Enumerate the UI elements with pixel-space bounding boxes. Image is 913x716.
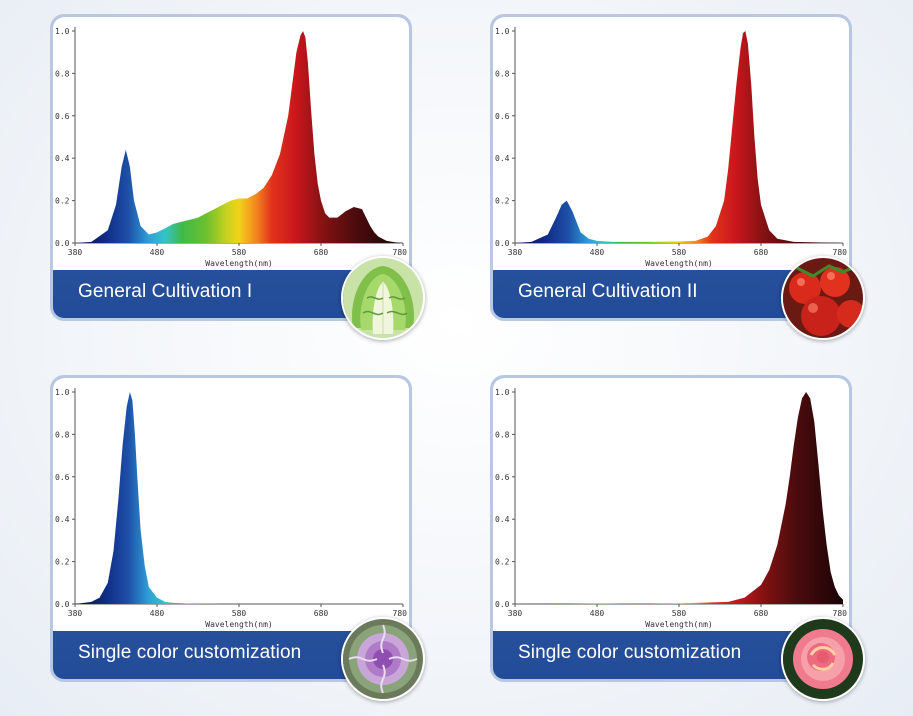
ornamental-kale-icon	[341, 617, 425, 701]
spectrum-area	[515, 392, 843, 604]
y-tick-label: 0.4	[55, 515, 70, 524]
rose-icon	[781, 617, 865, 701]
card-label-2: General Cultivation II	[518, 281, 698, 302]
x-tick-label: 480	[150, 248, 165, 257]
y-tick-label: 0.6	[495, 473, 510, 482]
y-tick-label: 0.8	[495, 69, 510, 78]
x-tick-label: 380	[68, 248, 83, 257]
x-axis-label: Wavelength(nm)	[645, 259, 712, 268]
y-tick-label: 0.2	[495, 197, 510, 206]
spectrum-chart-1: 0.0 0.2 0.4 0.6 0.8 1.0 380 480 580 680 780 Wavelen…	[53, 17, 409, 270]
spectrum-chart-4: 0.0 0.2 0.4 0.6 0.8 1.0 380 480 580 680 780 Wavelen…	[493, 378, 849, 631]
y-tick-label: 0.0	[55, 600, 70, 609]
x-tick-label: 480	[590, 609, 605, 618]
spectrum-card-single-color-blue: 0.0 0.2 0.4 0.6 0.8 1.0 380 480 580 680 780 Wavelen…	[50, 375, 425, 701]
card-label-1: General Cultivation I	[78, 281, 253, 302]
x-tick-label: 480	[150, 609, 165, 618]
spectrum-card-general-cultivation-2: 0.0 0.2 0.4 0.6 0.8 1.0 380 480 580 680 780 Wavelen…	[490, 14, 865, 340]
y-tick-label: 0.0	[495, 239, 510, 248]
y-tick-label: 0.8	[495, 430, 510, 439]
y-tick-label: 0.4	[495, 154, 510, 163]
y-tick-label: 0.0	[55, 239, 70, 248]
x-tick-label: 780	[833, 609, 848, 618]
x-tick-label: 680	[754, 248, 769, 257]
x-tick-label: 680	[314, 248, 329, 257]
x-tick-label: 680	[754, 609, 769, 618]
card-label-4: Single color customization	[518, 642, 742, 663]
x-tick-label: 580	[672, 609, 687, 618]
y-tick-label: 1.0	[495, 388, 510, 397]
x-axis-label: Wavelength(nm)	[205, 259, 272, 268]
x-tick-label: 380	[508, 609, 523, 618]
x-tick-label: 580	[672, 248, 687, 257]
spectrum-area	[75, 31, 403, 243]
tomato-icon	[781, 256, 865, 340]
y-tick-label: 0.6	[55, 473, 70, 482]
card-label-3: Single color customization	[78, 642, 302, 663]
spectrum-area	[75, 392, 403, 604]
x-tick-label: 580	[232, 609, 247, 618]
y-tick-label: 0.0	[495, 600, 510, 609]
x-tick-label: 580	[232, 248, 247, 257]
y-tick-label: 0.2	[55, 558, 70, 567]
spectrum-chart-2: 0.0 0.2 0.4 0.6 0.8 1.0 380 480 580 680 780 Wavelen…	[493, 17, 849, 270]
x-tick-label: 780	[833, 248, 848, 257]
y-tick-label: 1.0	[55, 388, 70, 397]
spectrum-area	[515, 31, 843, 243]
y-tick-label: 0.6	[495, 112, 510, 121]
y-tick-label: 0.2	[55, 197, 70, 206]
x-tick-label: 380	[508, 248, 523, 257]
x-axis-label: Wavelength(nm)	[645, 620, 712, 629]
y-tick-label: 0.4	[55, 154, 70, 163]
x-tick-label: 780	[393, 248, 408, 257]
y-tick-label: 0.2	[495, 558, 510, 567]
x-tick-label: 780	[393, 609, 408, 618]
x-axis-label: Wavelength(nm)	[205, 620, 272, 629]
spectrum-card-single-color-red: 0.0 0.2 0.4 0.6 0.8 1.0 380 480 580 680 780 Wavelen…	[490, 375, 865, 701]
y-tick-label: 0.8	[55, 69, 70, 78]
x-tick-label: 480	[590, 248, 605, 257]
x-tick-label: 680	[314, 609, 329, 618]
y-tick-label: 1.0	[55, 27, 70, 36]
spectrum-chart-3: 0.0 0.2 0.4 0.6 0.8 1.0 380 480 580 680 780 Wavelen…	[53, 378, 409, 631]
spectrum-card-general-cultivation-1: 0.0 0.2 0.4 0.6 0.8 1.0 380 480 580 680 780 Wavelen…	[50, 14, 425, 340]
x-tick-label: 380	[68, 609, 83, 618]
y-tick-label: 0.4	[495, 515, 510, 524]
napa-cabbage-icon	[341, 256, 425, 340]
y-tick-label: 1.0	[495, 27, 510, 36]
y-tick-label: 0.8	[55, 430, 70, 439]
y-tick-label: 0.6	[55, 112, 70, 121]
